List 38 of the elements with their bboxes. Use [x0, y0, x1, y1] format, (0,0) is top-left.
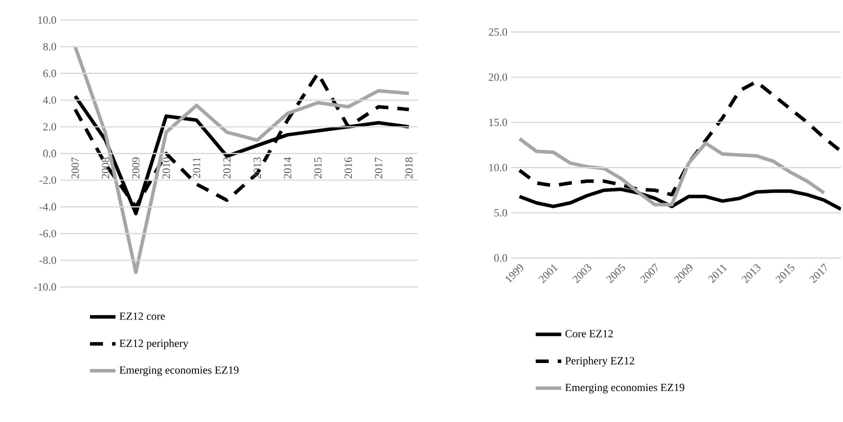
y-tick-label: 10.0 — [489, 164, 508, 172]
x-tick-label: 2013 — [254, 157, 261, 178]
y-tick-label: 6.0 — [43, 70, 56, 78]
legend-label: Emerging economies EZ19 — [565, 384, 684, 394]
y-tick-label: 10.0 — [38, 16, 56, 24]
legend-label: EZ12 core — [120, 312, 165, 320]
legend-label: Core EZ12 — [565, 330, 613, 338]
x-tick-label: 2018 — [405, 157, 413, 178]
x-tick-label: 2017 — [374, 157, 382, 178]
x-tick-label: 2009 — [132, 157, 140, 178]
y-tick-label: -10.0 — [34, 283, 56, 291]
y-tick-label: -8.0 — [40, 256, 56, 264]
y-tick-label: 0.0 — [494, 254, 508, 262]
y-tick-label: -6.0 — [40, 230, 56, 238]
x-tick-label: 2014 — [284, 157, 292, 178]
x-tick-label: 2010 — [162, 157, 170, 178]
legend-label: Periphery EZ12 — [565, 356, 634, 367]
y-tick-label: 8.0 — [43, 42, 56, 50]
legend-label: EZ12 periphery — [120, 339, 188, 350]
y-tick-label: 15.0 — [489, 118, 508, 126]
y-tick-label: 2.0 — [43, 123, 56, 131]
x-tick-label: 2008 — [102, 157, 110, 178]
y-tick-label: -4.0 — [40, 203, 56, 211]
line-series — [73, 44, 411, 274]
y-tick-label: 20.0 — [488, 73, 508, 81]
y-tick-label: 5.0 — [494, 209, 508, 217]
x-tick-label: 2016 — [344, 157, 352, 178]
x-tick-label: 2011 — [192, 158, 200, 178]
y-tick-label: 0.0 — [43, 150, 56, 158]
legend-label: Emerging economies EZ19 — [120, 366, 239, 376]
x-tick-label: 2007 — [71, 157, 79, 178]
x-tick-label: 2011 — [708, 264, 728, 283]
y-tick-label: 4.0 — [43, 96, 56, 104]
x-tick-label: 2012 — [223, 158, 231, 178]
x-tick-label: 2015 — [314, 157, 322, 178]
y-tick-label: -2.0 — [40, 176, 56, 184]
y-tick-label: 25.0 — [488, 28, 508, 36]
line-series — [518, 136, 826, 206]
